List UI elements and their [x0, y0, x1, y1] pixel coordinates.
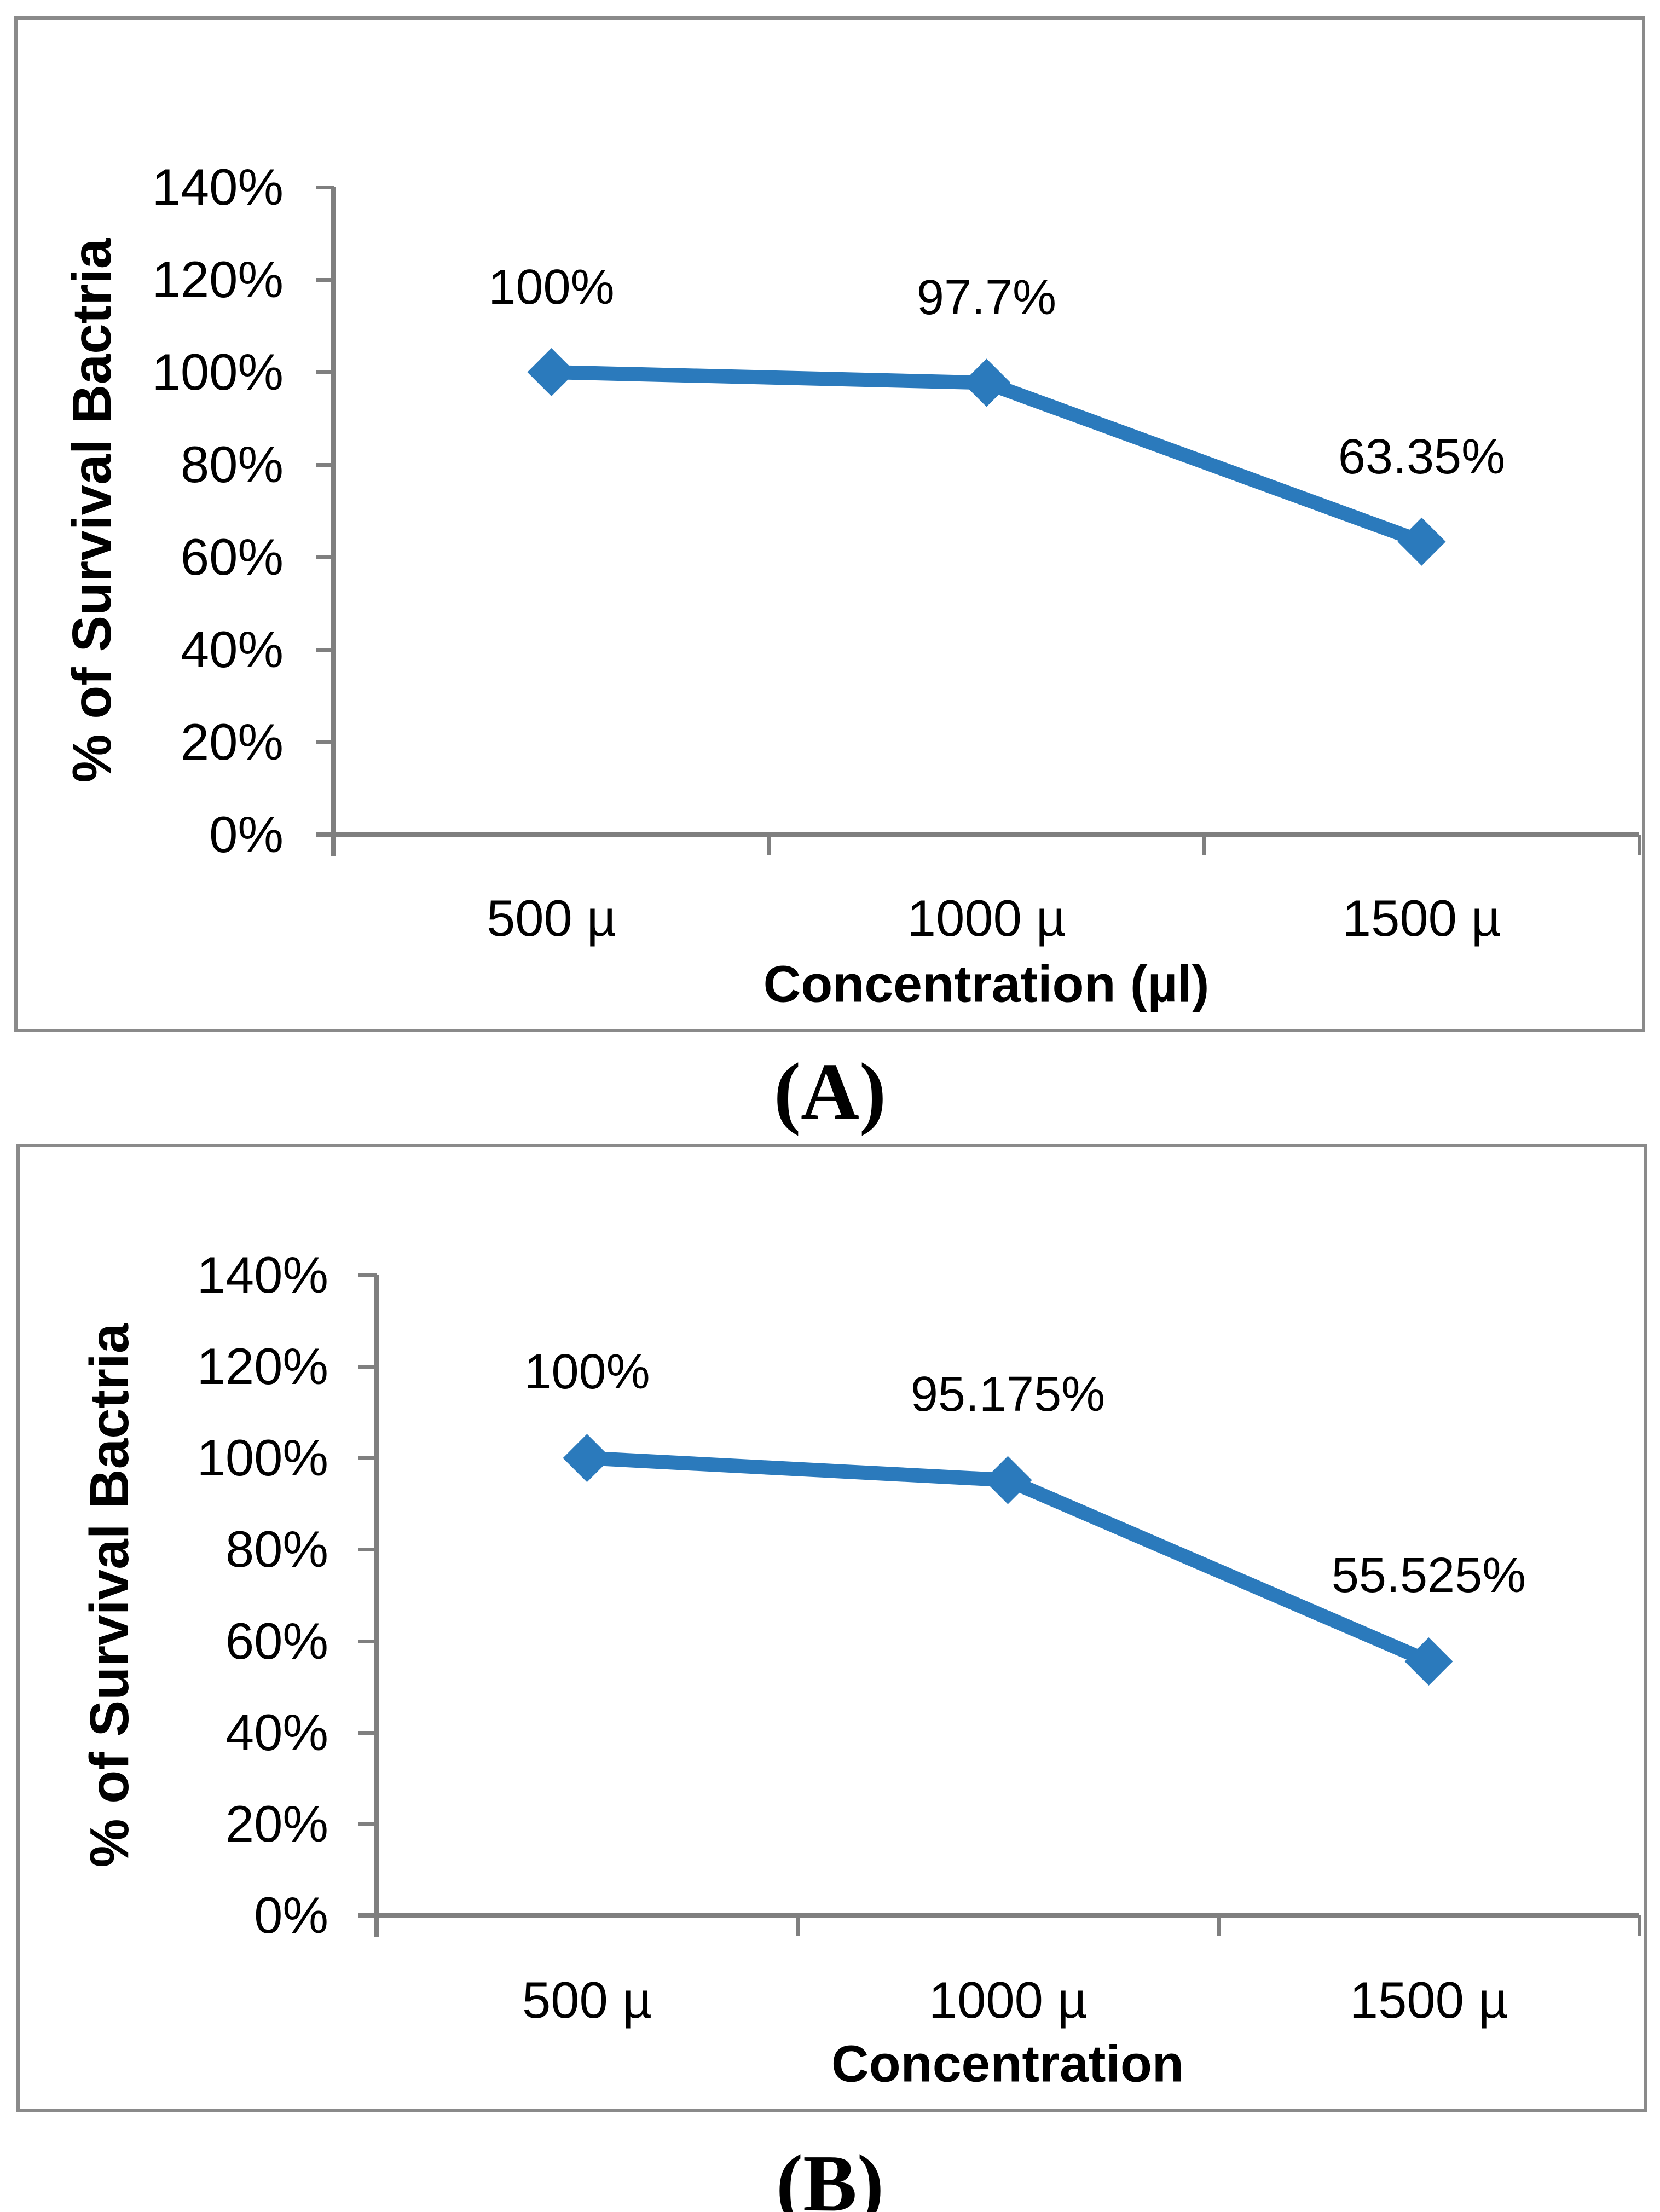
y-tick-A	[316, 186, 334, 189]
y-axis-line-A	[331, 187, 336, 856]
y-axis-line-B	[374, 1275, 379, 1937]
x-category-label-B: 1000 µ	[928, 1971, 1088, 2029]
y-tick-label-A: 40%	[180, 621, 284, 678]
y-tick-label-B: 80%	[225, 1520, 328, 1578]
y-tick-label-B: 120%	[196, 1337, 328, 1395]
y-tick-label-A: 80%	[180, 436, 284, 493]
y-tick-label-A: 0%	[209, 806, 284, 863]
x-tick-A	[1638, 835, 1641, 855]
x-axis-title-B: Concentration	[831, 2035, 1184, 2093]
y-tick-A	[316, 648, 334, 652]
caption-A: (A)	[773, 1047, 887, 1137]
y-tick-B	[358, 1914, 377, 1918]
x-axis-title-A: Concentration (µl)	[763, 955, 1210, 1014]
y-tick-A	[316, 833, 334, 837]
y-tick-A	[316, 463, 334, 467]
y-tick-B	[358, 1456, 377, 1461]
y-tick-label-A: 60%	[180, 528, 284, 586]
y-tick-label-A: 140%	[152, 158, 284, 216]
y-tick-label-B: 20%	[225, 1794, 328, 1852]
y-tick-A	[316, 370, 334, 374]
x-tick-B	[1217, 1915, 1221, 1936]
x-category-label-A: 1000 µ	[907, 889, 1066, 947]
y-tick-label-A: 100%	[152, 343, 284, 401]
x-tick-A	[1202, 835, 1206, 855]
x-tick-A	[332, 835, 336, 855]
y-tick-label-A: 20%	[180, 713, 284, 771]
y-tick-A	[316, 555, 334, 559]
caption-B: (B)	[776, 2139, 884, 2212]
x-axis-line-A	[316, 832, 1639, 837]
y-tick-B	[358, 1730, 377, 1735]
x-tick-A	[767, 835, 771, 855]
y-tick-A	[316, 278, 334, 282]
y-axis-title-B: % of Survival Bactria	[79, 1323, 140, 1868]
x-category-label-A: 500 µ	[486, 889, 617, 947]
x-category-label-B: 500 µ	[522, 1971, 652, 2029]
x-category-label-B: 1500 µ	[1349, 1971, 1508, 2029]
y-tick-A	[316, 740, 334, 744]
y-tick-label-B: 100%	[196, 1429, 328, 1487]
data-point-label-B: 100%	[524, 1345, 650, 1400]
x-category-label-A: 1500 µ	[1342, 889, 1501, 947]
y-tick-B	[358, 1548, 377, 1552]
data-point-label-A: 63.35%	[1338, 429, 1506, 484]
y-tick-label-B: 60%	[225, 1612, 328, 1670]
y-tick-B	[358, 1365, 377, 1369]
y-axis-title-A: % of Survival Bactria	[61, 238, 123, 783]
y-tick-B	[358, 1639, 377, 1643]
y-tick-B	[358, 1273, 377, 1277]
y-tick-B	[358, 1822, 377, 1826]
data-point-label-B: 95.175%	[910, 1366, 1106, 1422]
data-point-label-A: 100%	[488, 260, 615, 315]
x-axis-line-B	[358, 1913, 1639, 1918]
x-tick-B	[796, 1915, 800, 1936]
x-tick-B	[1638, 1915, 1641, 1936]
y-tick-label-B: 0%	[254, 1886, 328, 1944]
y-tick-label-B: 40%	[225, 1703, 328, 1761]
data-point-label-B: 55.525%	[1331, 1548, 1526, 1603]
y-tick-label-B: 140%	[196, 1246, 328, 1304]
y-tick-label-A: 120%	[152, 251, 284, 308]
data-point-label-A: 97.7%	[916, 270, 1057, 326]
x-tick-B	[375, 1915, 379, 1936]
